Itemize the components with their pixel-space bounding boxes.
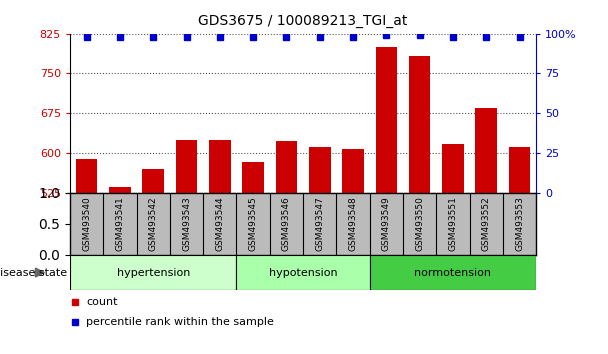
Text: GSM493545: GSM493545 [249, 196, 258, 251]
Text: normotension: normotension [415, 268, 491, 278]
Bar [442, 144, 464, 193]
Bar [342, 149, 364, 193]
Text: hypertension: hypertension [117, 268, 190, 278]
Text: GSM493552: GSM493552 [482, 196, 491, 251]
Text: GSM493548: GSM493548 [348, 196, 358, 251]
Bar [176, 140, 198, 193]
Text: hypotension: hypotension [269, 268, 337, 278]
Bar [376, 47, 397, 193]
Bar [243, 162, 264, 193]
Bar [76, 159, 97, 193]
Text: GSM493541: GSM493541 [116, 196, 125, 251]
Bar [209, 140, 230, 193]
Text: GSM493544: GSM493544 [215, 196, 224, 251]
Title: GDS3675 / 100089213_TGI_at: GDS3675 / 100089213_TGI_at [198, 15, 408, 28]
Bar [475, 108, 497, 193]
Bar [142, 169, 164, 193]
Text: GSM493543: GSM493543 [182, 196, 191, 251]
Text: GSM493542: GSM493542 [149, 196, 157, 251]
Text: count: count [86, 297, 118, 307]
Bar [275, 141, 297, 193]
Text: GSM493547: GSM493547 [315, 196, 324, 251]
Text: GSM493546: GSM493546 [282, 196, 291, 251]
Text: percentile rank within the sample: percentile rank within the sample [86, 317, 274, 327]
Bar [509, 147, 530, 193]
Bar [370, 255, 536, 290]
Bar [309, 147, 331, 193]
Text: GSM493551: GSM493551 [449, 196, 457, 251]
Bar [409, 56, 430, 193]
Text: GSM493540: GSM493540 [82, 196, 91, 251]
Bar [237, 255, 370, 290]
Text: disease state: disease state [0, 268, 67, 278]
Text: GSM493553: GSM493553 [515, 196, 524, 251]
Bar [109, 187, 131, 193]
Bar [70, 255, 237, 290]
Text: GSM493549: GSM493549 [382, 196, 391, 251]
Text: GSM493550: GSM493550 [415, 196, 424, 251]
